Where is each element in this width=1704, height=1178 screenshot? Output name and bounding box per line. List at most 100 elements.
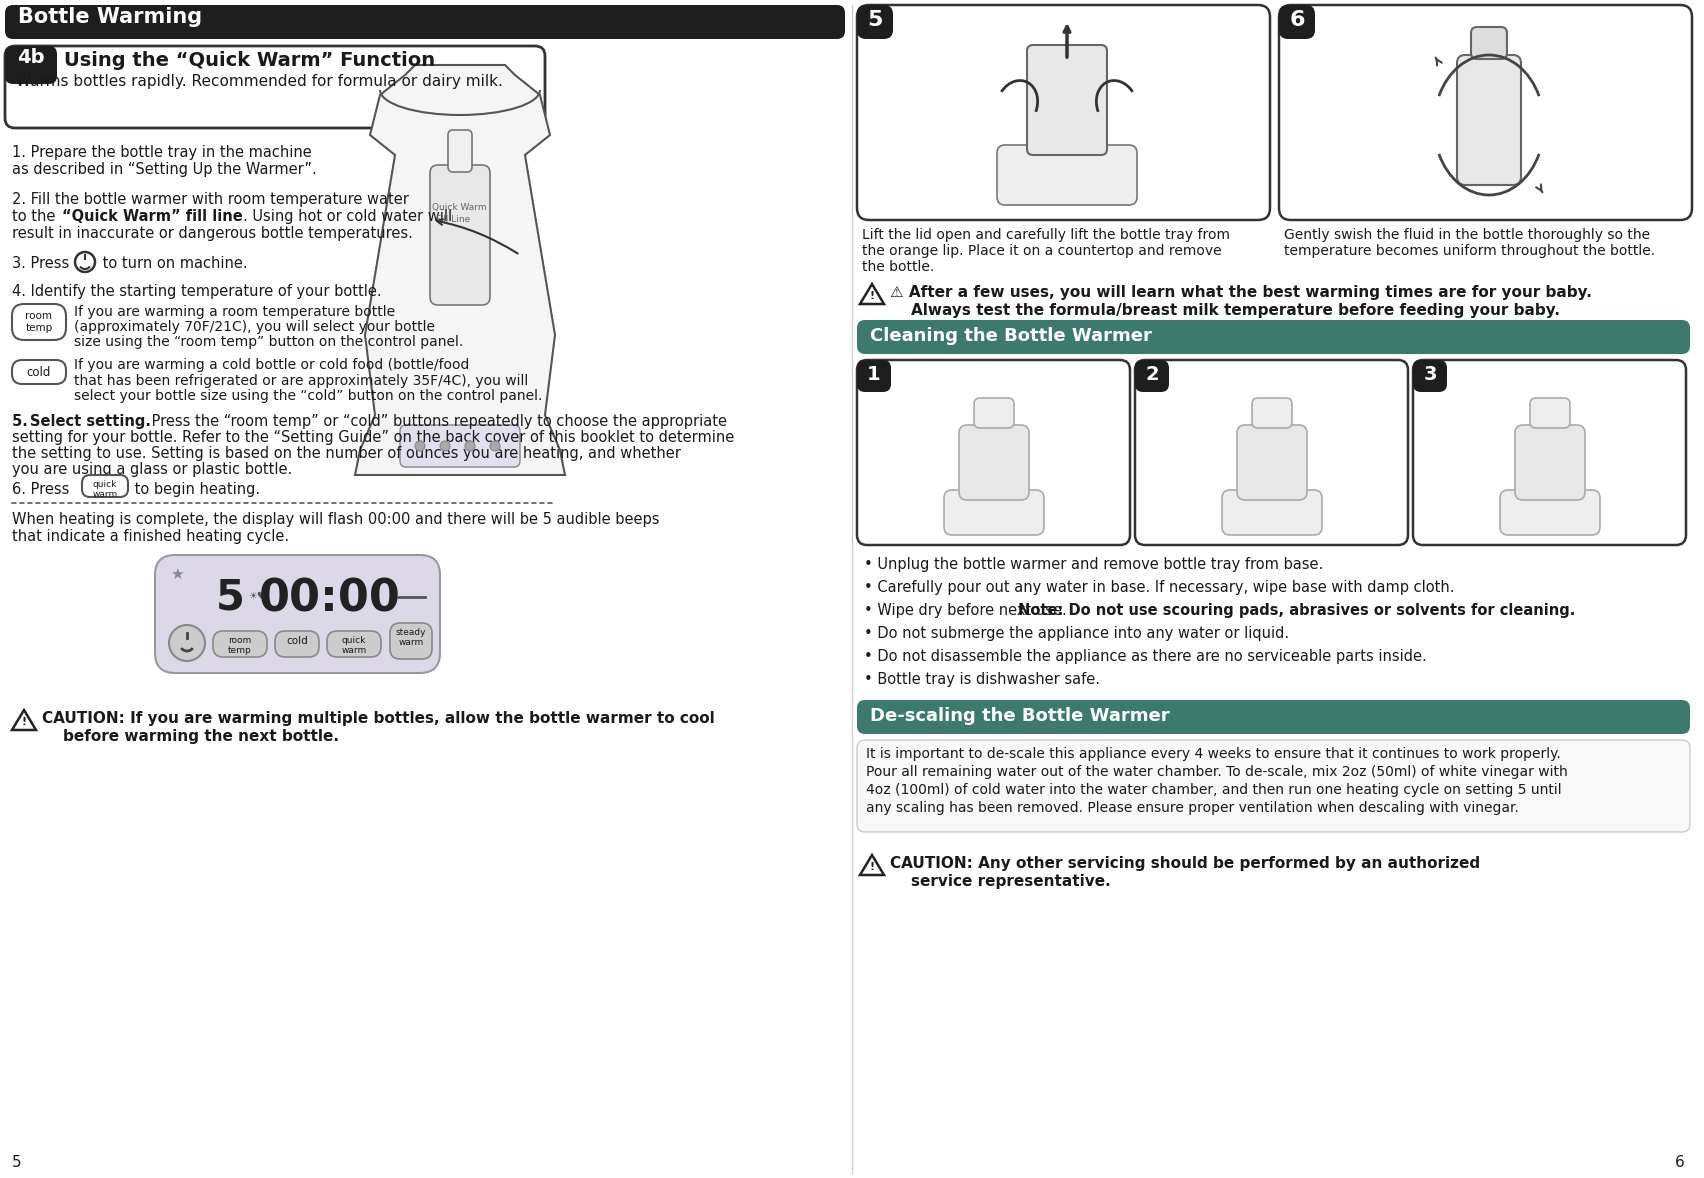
Text: the setting to use. Setting is based on the number of ounces you are heating, an: the setting to use. Setting is based on …: [12, 446, 682, 461]
Circle shape: [169, 626, 204, 661]
Text: De-scaling the Bottle Warmer: De-scaling the Bottle Warmer: [871, 707, 1169, 724]
Text: cold: cold: [286, 636, 308, 646]
Text: that indicate a finished heating cycle.: that indicate a finished heating cycle.: [12, 529, 290, 544]
Text: CAUTION: Any other servicing should be performed by an authorized: CAUTION: Any other servicing should be p…: [889, 856, 1481, 871]
FancyBboxPatch shape: [400, 425, 520, 466]
Text: the orange lip. Place it on a countertop and remove: the orange lip. Place it on a countertop…: [862, 244, 1222, 258]
Text: Select setting.: Select setting.: [31, 413, 152, 429]
Polygon shape: [861, 855, 884, 875]
Text: size using the “room temp” button on the control panel.: size using the “room temp” button on the…: [73, 335, 463, 349]
Text: Quick Warm: Quick Warm: [433, 203, 487, 212]
FancyBboxPatch shape: [155, 555, 440, 673]
Text: 3. Press: 3. Press: [12, 256, 73, 271]
Text: 4. Identify the starting temperature of your bottle.: 4. Identify the starting temperature of …: [12, 284, 382, 299]
FancyBboxPatch shape: [857, 740, 1690, 832]
FancyBboxPatch shape: [857, 5, 893, 39]
Text: room
temp: room temp: [228, 636, 252, 655]
Text: Note: Do not use scouring pads, abrasives or solvents for cleaning.: Note: Do not use scouring pads, abrasive…: [1017, 603, 1576, 618]
Polygon shape: [354, 65, 566, 475]
Text: 00:00: 00:00: [259, 577, 400, 620]
FancyBboxPatch shape: [274, 631, 319, 657]
Text: 1: 1: [867, 365, 881, 384]
Text: 5: 5: [216, 577, 244, 618]
Text: 4oz (100ml) of cold water into the water chamber, and then run one heating cycle: 4oz (100ml) of cold water into the water…: [866, 783, 1561, 798]
Text: 5.: 5.: [12, 413, 32, 429]
Text: 4b: 4b: [17, 48, 44, 67]
Text: ☀♥: ☀♥: [249, 591, 266, 601]
Text: quick
warm: quick warm: [92, 479, 118, 499]
Text: • Unplug the bottle warmer and remove bottle tray from base.: • Unplug the bottle warmer and remove bo…: [864, 557, 1324, 573]
FancyBboxPatch shape: [959, 425, 1029, 499]
Text: If you are warming a room temperature bottle: If you are warming a room temperature bo…: [73, 305, 395, 319]
Text: 5: 5: [12, 1154, 22, 1170]
Text: to the: to the: [12, 209, 60, 224]
Text: Bottle Warming: Bottle Warming: [19, 7, 203, 27]
FancyBboxPatch shape: [857, 320, 1690, 355]
FancyBboxPatch shape: [1237, 425, 1307, 499]
Text: (approximately 70F/21C), you will select your bottle: (approximately 70F/21C), you will select…: [73, 320, 435, 335]
FancyBboxPatch shape: [82, 475, 128, 497]
FancyBboxPatch shape: [5, 46, 545, 128]
Text: Using the “Quick Warm” Function: Using the “Quick Warm” Function: [65, 51, 435, 70]
FancyBboxPatch shape: [944, 490, 1045, 535]
Text: that has been refrigerated or are approximately 35F/4C), you will: that has been refrigerated or are approx…: [73, 373, 528, 388]
FancyBboxPatch shape: [213, 631, 268, 657]
Text: room
temp: room temp: [26, 311, 53, 332]
FancyBboxPatch shape: [12, 304, 66, 340]
FancyBboxPatch shape: [1135, 360, 1169, 392]
Text: • Do not disassemble the appliance as there are no serviceable parts inside.: • Do not disassemble the appliance as th…: [864, 649, 1426, 664]
Text: “Quick Warm” fill line: “Quick Warm” fill line: [61, 209, 242, 224]
FancyBboxPatch shape: [1413, 360, 1685, 545]
FancyBboxPatch shape: [857, 700, 1690, 734]
Circle shape: [465, 441, 475, 451]
Text: . Using hot or cold water will: . Using hot or cold water will: [244, 209, 452, 224]
FancyBboxPatch shape: [429, 165, 491, 305]
Text: Cleaning the Bottle Warmer: Cleaning the Bottle Warmer: [871, 327, 1152, 345]
FancyBboxPatch shape: [1500, 490, 1600, 535]
Text: temperature becomes uniform throughout the bottle.: temperature becomes uniform throughout t…: [1285, 244, 1655, 258]
Polygon shape: [12, 710, 36, 730]
Text: • Do not submerge the appliance into any water or liquid.: • Do not submerge the appliance into any…: [864, 626, 1290, 641]
Text: setting for your bottle. Refer to the “Setting Guide” on the back cover of this : setting for your bottle. Refer to the “S…: [12, 430, 734, 445]
Text: before warming the next bottle.: before warming the next bottle.: [43, 729, 339, 744]
Text: CAUTION: If you are warming multiple bottles, allow the bottle warmer to cool: CAUTION: If you are warming multiple bot…: [43, 712, 714, 726]
Text: Gently swish the fluid in the bottle thoroughly so the: Gently swish the fluid in the bottle tho…: [1285, 229, 1649, 241]
Text: steady
warm: steady warm: [395, 628, 426, 648]
FancyBboxPatch shape: [1252, 398, 1292, 428]
Text: result in inaccurate or dangerous bottle temperatures.: result in inaccurate or dangerous bottle…: [12, 226, 412, 241]
Text: 6. Press: 6. Press: [12, 482, 73, 497]
Circle shape: [416, 441, 424, 451]
Text: It is important to de-scale this appliance every 4 weeks to ensure that it conti: It is important to de-scale this applian…: [866, 747, 1561, 761]
Text: 1. Prepare the bottle tray in the machine: 1. Prepare the bottle tray in the machin…: [12, 145, 312, 160]
Text: ★: ★: [170, 567, 184, 582]
Text: • Carefully pour out any water in base. If necessary, wipe base with damp cloth.: • Carefully pour out any water in base. …: [864, 580, 1455, 595]
FancyBboxPatch shape: [1530, 398, 1569, 428]
Text: quick
warm: quick warm: [341, 636, 366, 655]
FancyBboxPatch shape: [448, 130, 472, 172]
FancyBboxPatch shape: [5, 5, 845, 39]
Text: !: !: [869, 862, 874, 872]
Circle shape: [75, 252, 95, 272]
Text: If you are warming a cold bottle or cold food (bottle/food: If you are warming a cold bottle or cold…: [73, 358, 469, 372]
Text: as described in “Setting Up the Warmer”.: as described in “Setting Up the Warmer”.: [12, 163, 317, 177]
Text: Warms bottles rapidly. Recommended for formula or dairy milk.: Warms bottles rapidly. Recommended for f…: [15, 74, 503, 90]
FancyBboxPatch shape: [12, 360, 66, 384]
Text: 2. Fill the bottle warmer with room temperature water: 2. Fill the bottle warmer with room temp…: [12, 192, 409, 207]
Text: Pour all remaining water out of the water chamber. To de-scale, mix 2oz (50ml) o: Pour all remaining water out of the wate…: [866, 765, 1568, 779]
Circle shape: [440, 441, 450, 451]
Text: to turn on machine.: to turn on machine.: [99, 256, 247, 271]
FancyBboxPatch shape: [975, 398, 1014, 428]
Text: Lift the lid open and carefully lift the bottle tray from: Lift the lid open and carefully lift the…: [862, 229, 1230, 241]
Text: • Bottle tray is dishwasher safe.: • Bottle tray is dishwasher safe.: [864, 671, 1101, 687]
Text: any scaling has been removed. Please ensure proper ventilation when descaling wi: any scaling has been removed. Please ens…: [866, 801, 1518, 815]
FancyBboxPatch shape: [1028, 45, 1108, 155]
FancyBboxPatch shape: [5, 46, 56, 84]
FancyBboxPatch shape: [1413, 360, 1447, 392]
FancyBboxPatch shape: [857, 5, 1269, 220]
Circle shape: [491, 441, 499, 451]
Text: select your bottle size using the “cold” button on the control panel.: select your bottle size using the “cold”…: [73, 389, 542, 403]
FancyBboxPatch shape: [390, 623, 433, 659]
Text: When heating is complete, the display will flash 00:00 and there will be 5 audib: When heating is complete, the display wi…: [12, 512, 659, 527]
FancyBboxPatch shape: [857, 360, 891, 392]
Text: the bottle.: the bottle.: [862, 260, 934, 274]
